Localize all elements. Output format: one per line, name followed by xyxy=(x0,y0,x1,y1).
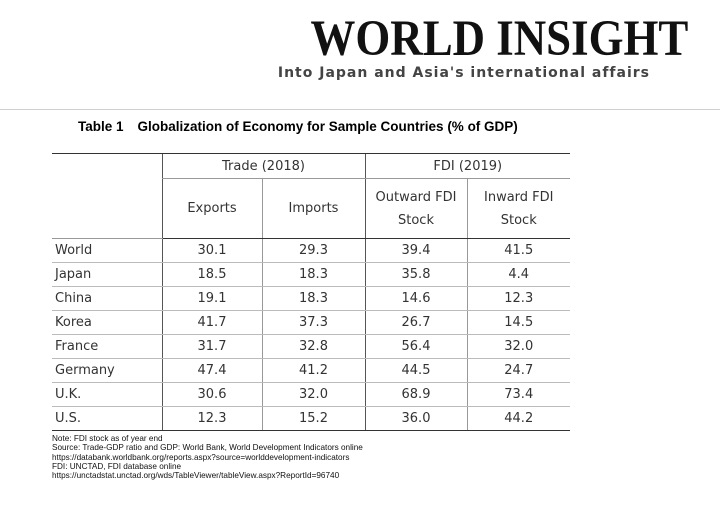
source-line: Source: Trade-GDP ratio and GDP: World B… xyxy=(52,443,363,453)
exports-value: 18.5 xyxy=(161,262,262,287)
outward-fdi-value: 26.7 xyxy=(364,310,467,335)
outward-fdi-value: 36.0 xyxy=(364,406,467,431)
exports-value: 41.7 xyxy=(161,310,262,335)
note-line: Note: FDI stock as of year end xyxy=(52,434,163,443)
country-name: Germany xyxy=(52,358,162,383)
country-name: France xyxy=(52,334,162,359)
outward-fdi-value: 44.5 xyxy=(364,358,467,383)
column-header-inward-fdi: Inward FDI Stock xyxy=(466,178,570,239)
table-row: U.K. 30.6 32.0 68.9 73.4 xyxy=(52,382,570,407)
country-name: World xyxy=(52,238,162,263)
inward-fdi-value: 14.5 xyxy=(466,310,570,335)
outward-fdi-value: 35.8 xyxy=(364,262,467,287)
exports-value: 19.1 xyxy=(161,286,262,311)
outward-fdi-value: 56.4 xyxy=(364,334,467,359)
site-logo[interactable]: WORLD INSIGHT xyxy=(310,11,688,67)
country-name: U.K. xyxy=(52,382,162,407)
country-name: China xyxy=(52,286,162,311)
table-row: World 30.1 29.3 39.4 41.5 xyxy=(52,238,570,263)
exports-value: 30.6 xyxy=(161,382,262,407)
imports-value: 41.2 xyxy=(261,358,365,383)
globalization-table: Trade (2018) FDI (2019) Exports Imports … xyxy=(52,153,570,431)
table-notes: Note: FDI stock as of year end Source: T… xyxy=(52,434,363,480)
outward-fdi-value: 14.6 xyxy=(364,286,467,311)
exports-value: 47.4 xyxy=(161,358,262,383)
country-name: U.S. xyxy=(52,406,162,431)
table-row: France 31.7 32.8 56.4 32.0 xyxy=(52,334,570,359)
source-link-unctad[interactable]: https://unctadstat.unctad.org/wds/TableV… xyxy=(52,471,340,481)
imports-value: 18.3 xyxy=(261,286,365,311)
imports-value: 37.3 xyxy=(261,310,365,335)
column-header-exports: Exports xyxy=(161,178,262,239)
inward-fdi-value: 12.3 xyxy=(466,286,570,311)
table-row: China 19.1 18.3 14.6 12.3 xyxy=(52,286,570,311)
imports-value: 15.2 xyxy=(261,406,365,431)
table-row: Japan 18.5 18.3 35.8 4.4 xyxy=(52,262,570,287)
masthead: WORLD INSIGHT Into Japan and Asia's inte… xyxy=(0,0,720,110)
exports-value: 12.3 xyxy=(161,406,262,431)
imports-value: 32.0 xyxy=(261,382,365,407)
inward-fdi-value: 73.4 xyxy=(466,382,570,407)
imports-value: 29.3 xyxy=(261,238,365,263)
inward-fdi-value: 32.0 xyxy=(466,334,570,359)
inward-fdi-value: 24.7 xyxy=(466,358,570,383)
table-row: Korea 41.7 37.3 26.7 14.5 xyxy=(52,310,570,335)
country-name: Japan xyxy=(52,262,162,287)
table-row: U.S. 12.3 15.2 36.0 44.2 xyxy=(52,406,570,431)
group-header-trade: Trade (2018) xyxy=(161,153,365,179)
outward-fdi-value: 39.4 xyxy=(364,238,467,263)
header-divider xyxy=(0,109,720,110)
site-tagline: Into Japan and Asia's international affa… xyxy=(277,65,650,81)
column-header-outward-fdi: Outward FDI Stock xyxy=(364,178,467,239)
table-corner-cell xyxy=(52,153,162,239)
country-name: Korea xyxy=(52,310,162,335)
inward-fdi-value: 44.2 xyxy=(466,406,570,431)
group-header-fdi: FDI (2019) xyxy=(364,153,570,179)
imports-value: 18.3 xyxy=(261,262,365,287)
exports-value: 30.1 xyxy=(161,238,262,263)
source-link-worldbank[interactable]: https://databank.worldbank.org/reports.a… xyxy=(52,452,350,462)
inward-fdi-value: 4.4 xyxy=(466,262,570,287)
imports-value: 32.8 xyxy=(261,334,365,359)
exports-value: 31.7 xyxy=(161,334,262,359)
outward-fdi-value: 68.9 xyxy=(364,382,467,407)
table-number: Table 1 xyxy=(78,119,124,134)
table-row: Germany 47.4 41.2 44.5 24.7 xyxy=(52,358,570,383)
table-caption: Globalization of Economy for Sample Coun… xyxy=(137,119,518,134)
column-header-imports: Imports xyxy=(261,178,365,239)
table-title: Table 1 Globalization of Economy for Samp… xyxy=(78,119,518,134)
fdi-source-line: FDI: UNCTAD, FDI database online xyxy=(52,461,182,471)
inward-fdi-value: 41.5 xyxy=(466,238,570,263)
